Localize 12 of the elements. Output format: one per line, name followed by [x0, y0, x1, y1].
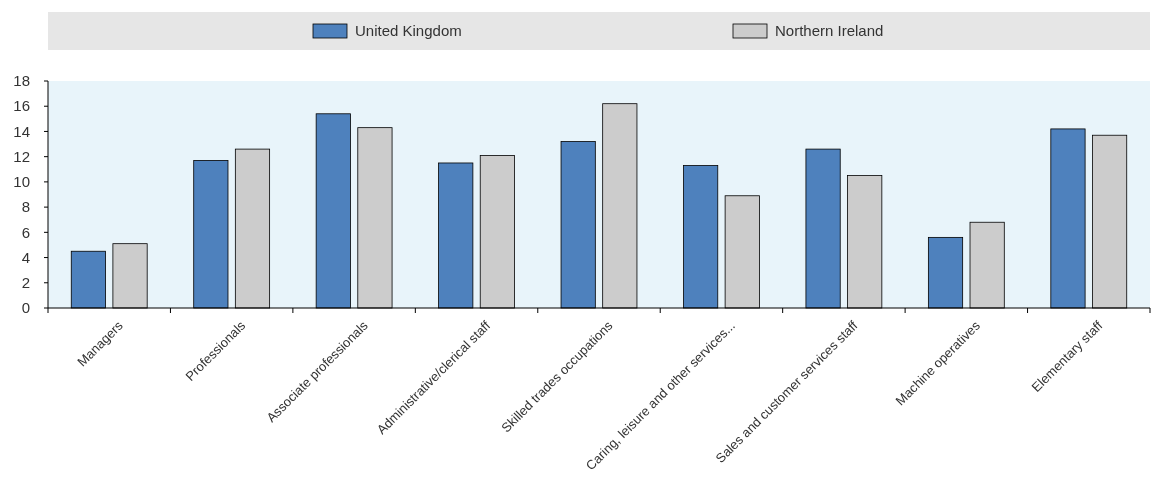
y-tick-label: 14	[13, 122, 30, 140]
legend-label: United Kingdom	[355, 22, 462, 39]
legend-label: Northern Ireland	[775, 22, 884, 39]
y-tick-label: 12	[13, 147, 30, 165]
y-tick-label: 10	[13, 173, 30, 191]
y-tick-label: 4	[21, 248, 30, 266]
y-tick-label: 8	[21, 198, 30, 216]
y-tick-label: 16	[13, 97, 30, 115]
y-tick-label: 2	[21, 274, 30, 292]
y-tick-label: 0	[21, 299, 30, 317]
y-tick-label: 6	[21, 223, 30, 241]
y-tick-label: 18	[13, 72, 30, 90]
